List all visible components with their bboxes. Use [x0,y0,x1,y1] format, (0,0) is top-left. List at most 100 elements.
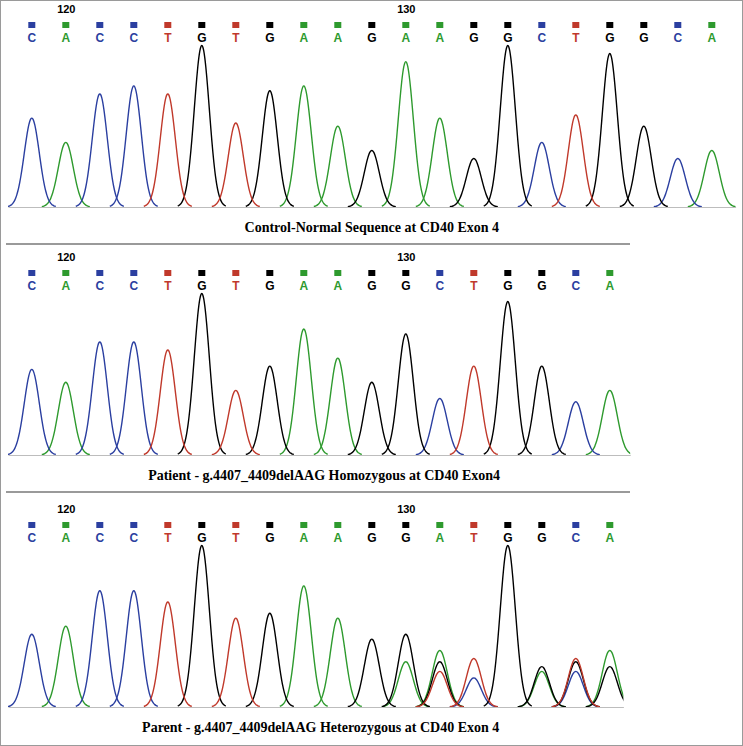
peak [620,126,668,206]
peak [416,662,464,707]
call-marker [266,270,273,276]
base-call: T [232,279,240,293]
base-call: G [265,31,274,45]
call-marker [640,22,647,28]
baseline-axis [9,455,631,456]
call-marker [198,522,205,528]
base-call: G [469,31,478,45]
peak [552,671,600,706]
position-label: 130 [397,3,415,15]
baseline [9,455,631,456]
peak [416,118,464,206]
base-call: A [707,31,716,45]
peak [382,62,430,206]
peak [212,390,260,454]
base-call: A [333,279,342,293]
base-call: C [435,279,444,293]
peak [110,86,158,206]
call-marker [96,270,103,276]
peak [450,159,498,207]
separator [6,243,630,245]
position-tick: 130 [397,3,415,16]
call-marker [334,270,341,276]
peak [416,650,464,706]
position-label: 120 [57,503,75,515]
base-call: T [232,31,240,45]
peak [8,369,56,454]
peak [110,591,158,707]
base-call: G [197,279,206,293]
peak [416,671,464,706]
peak [654,159,702,207]
peak [552,662,600,707]
traces [8,45,736,206]
chromatogram-panel: 120130CACCTGTGAAGAAGGCTGGCAControl-Norma… [6,3,736,244]
call-marker [130,22,137,28]
base-calls: CACCTGTGAAGGATGGCA [27,522,614,545]
peak [586,54,634,207]
position-tick: 130 [397,251,415,264]
base-call: G [605,31,614,45]
peak [314,126,362,206]
base-call: C [571,279,580,293]
base-call: A [61,31,70,45]
peak [518,667,566,707]
base-call: G [367,531,376,545]
peak [246,91,294,207]
position-label: 120 [57,3,75,15]
call-marker [606,22,613,28]
base-call: C [95,31,104,45]
position-tick: 130 [397,503,415,516]
call-marker [232,22,239,28]
panel-title: Parent - g.4407_4409delAAG Heterozygous … [142,720,499,735]
peak [382,334,430,454]
base-call: G [537,279,546,293]
base-call: A [333,31,342,45]
baseline-axis [9,707,624,708]
call-marker [708,22,715,28]
base-call: G [265,279,274,293]
position-axis: 120130 [57,251,415,264]
base-call: T [164,279,172,293]
base-call: C [95,531,104,545]
base-call: C [27,279,36,293]
chromatogram-panel: 120130CACCTGTGAAGGATGGCAParent - g.4407_… [8,503,634,735]
peak [518,671,566,706]
call-marker [300,522,307,528]
call-marker [538,22,545,28]
base-call: T [470,531,478,545]
position-label: 130 [397,503,415,515]
call-marker [572,270,579,276]
peak [212,618,260,706]
base-call: G [401,531,410,545]
call-marker [198,270,205,276]
separator [6,491,630,493]
base-calls: CACCTGTGAAGAAGGCTGGCA [27,22,716,45]
peak [348,639,396,706]
call-marker [130,270,137,276]
base-call: A [61,279,70,293]
peak [178,293,226,454]
peak [144,350,192,454]
figure-frame [1,1,743,746]
peak [586,390,630,454]
call-marker [266,22,273,28]
base-call: A [299,279,308,293]
call-marker [28,22,35,28]
base-call: G [537,531,546,545]
call-marker [130,522,137,528]
base-call: A [299,31,308,45]
base-call: C [129,531,138,545]
call-marker [164,522,171,528]
call-marker [368,270,375,276]
call-marker [402,22,409,28]
base-call: G [197,531,206,545]
base-call: G [503,279,512,293]
base-call: T [164,31,172,45]
peak [688,150,736,206]
peak [450,366,498,454]
call-marker [198,22,205,28]
position-axis: 120 130 [57,3,415,16]
peak [280,586,328,706]
peak [314,618,362,706]
